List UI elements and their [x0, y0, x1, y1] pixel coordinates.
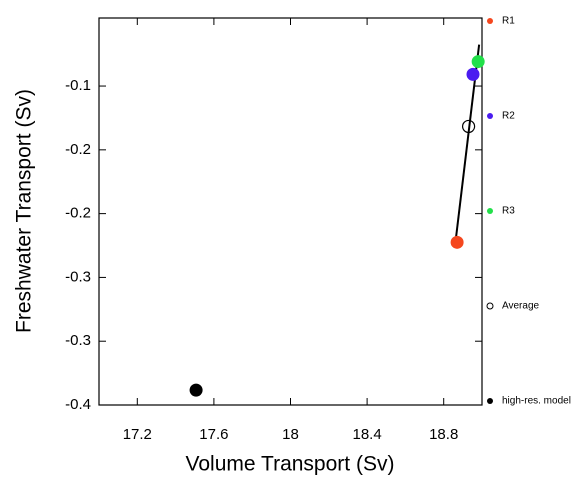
y-tick-label: -0.4	[65, 396, 91, 413]
y-tick-label: -0.3	[65, 332, 91, 349]
x-tick-label: 17.6	[199, 426, 228, 443]
legend-marker	[487, 18, 493, 24]
legend-marker	[486, 302, 494, 310]
data-point	[189, 383, 203, 397]
legend-marker	[487, 113, 493, 119]
legend-label: Average	[502, 301, 540, 312]
y-tick-label: -0.3	[65, 268, 91, 285]
y-tick-label: -0.2	[65, 205, 91, 222]
data-point	[471, 55, 485, 69]
y-tick-label: -0.1	[65, 77, 91, 94]
data-point	[450, 235, 464, 249]
x-tick-label: 17.2	[123, 426, 152, 443]
legend-label: R3	[502, 206, 515, 217]
x-tick-label: 18.8	[429, 426, 458, 443]
legend-label: high-res. model	[502, 396, 571, 407]
legend-marker	[487, 398, 493, 404]
data-point	[466, 67, 480, 81]
plot-frame	[98, 17, 483, 406]
y-tick-label: -0.2	[65, 141, 91, 158]
x-axis-title: Volume Transport (Sv)	[186, 453, 395, 476]
data-point	[461, 119, 476, 134]
legend-label: R2	[502, 111, 515, 122]
x-tick-label: 18	[282, 426, 299, 443]
legend-label: R1	[502, 16, 515, 27]
x-tick-label: 18.4	[352, 426, 381, 443]
y-axis-title: Freshwater Transport (Sv)	[13, 89, 36, 333]
legend-marker	[487, 208, 493, 214]
